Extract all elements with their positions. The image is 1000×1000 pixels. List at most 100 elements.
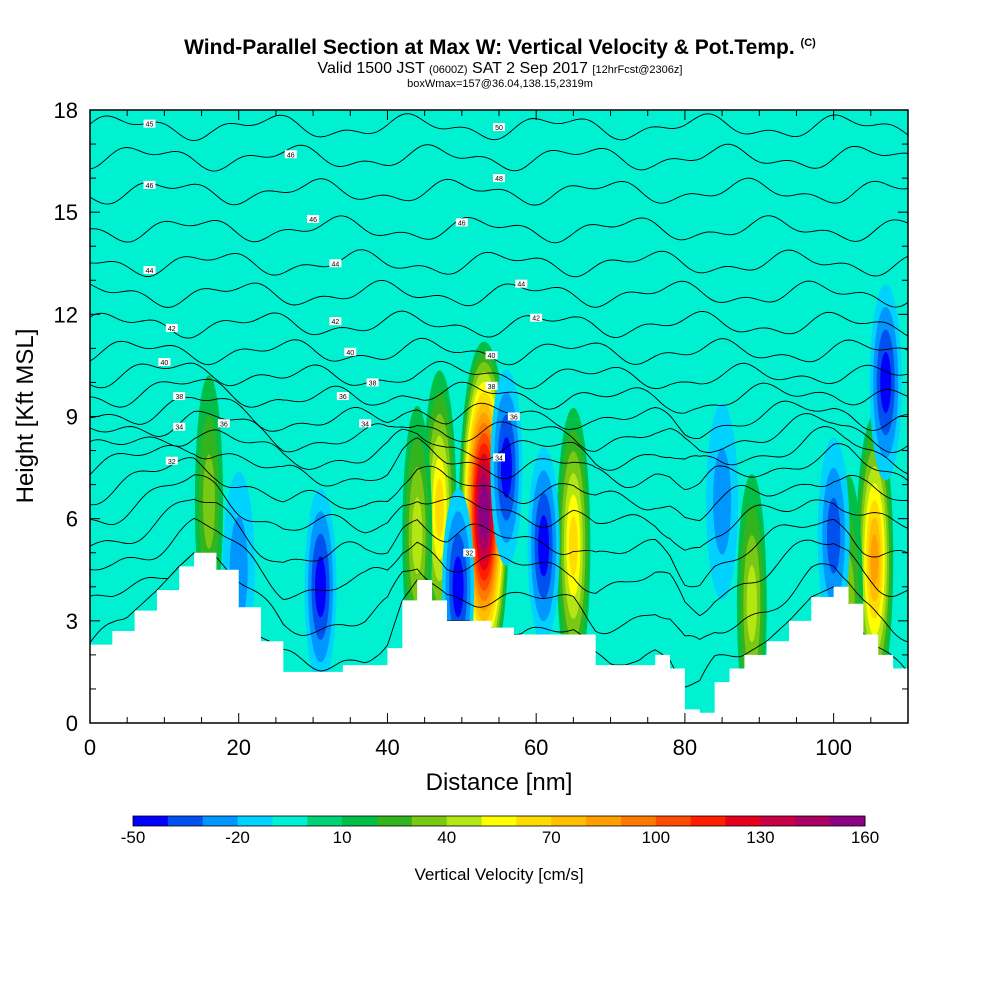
- isentrope-label: 40: [485, 351, 498, 360]
- colorbar-label: -50: [121, 828, 146, 847]
- isentrope-label: 36: [507, 412, 520, 422]
- y-tick-label: 6: [66, 507, 78, 532]
- isentrope-label: 46: [143, 180, 156, 190]
- isentrope-label: 45: [143, 119, 156, 129]
- y-tick-label: 15: [54, 200, 78, 225]
- isentrope-line: [90, 396, 908, 440]
- isentrope-label-text: 38: [369, 380, 377, 387]
- isentrope-label: 38: [173, 392, 186, 401]
- velocity-contour: [480, 493, 488, 530]
- colorbar-label: 100: [642, 828, 670, 847]
- isentrope-label-text: 38: [175, 394, 183, 401]
- isentrope-label-bg: [143, 266, 156, 275]
- colorbar-label: 130: [746, 828, 774, 847]
- isentrope-label: 34: [173, 422, 186, 432]
- x-tick-label: 80: [673, 735, 697, 760]
- isentrope-label-bg: [284, 150, 297, 159]
- velocity-contour: [713, 448, 732, 555]
- velocity-contour: [435, 478, 445, 539]
- isentrope-label-text: 38: [488, 384, 496, 391]
- velocity-contour: [538, 515, 550, 577]
- colorbar-swatch: [655, 816, 692, 826]
- isentrope-label-bg: [165, 323, 178, 332]
- isentrope-line: [90, 143, 908, 172]
- isentrope-label-text: 42: [332, 319, 340, 326]
- isentrope-label-bg: [493, 453, 505, 462]
- isentrope-label-bg: [493, 174, 505, 183]
- colorbar-label: 10: [333, 828, 352, 847]
- velocity-contour: [880, 351, 892, 413]
- isentrope-label-text: 44: [332, 261, 340, 268]
- valid-utc: (0600Z): [429, 64, 468, 76]
- colorbar-swatch: [795, 816, 831, 826]
- x-tick-label: 20: [226, 735, 250, 760]
- isentrope-line: [90, 113, 908, 142]
- isentrope-label-bg: [515, 279, 528, 288]
- isentrope-label-bg: [173, 392, 186, 401]
- isentrope-line: [90, 426, 908, 475]
- isentrope-label: 44: [143, 266, 156, 275]
- isentrope-line: [90, 552, 908, 643]
- isentrope-labels: 45 46 46 46 44 44 42 42 40 40 38 38 36 36 34 34 32 50 48 46…: [143, 119, 543, 558]
- isentrope-label-text: 40: [346, 350, 354, 357]
- velocity-cell: [527, 447, 560, 644]
- isentrope-label: 44: [329, 259, 342, 268]
- isentrope-label: 40: [158, 358, 171, 367]
- isentrope-label-bg: [344, 347, 357, 356]
- isentrope-label-text: 32: [465, 551, 473, 558]
- colorbar-swatch: [586, 816, 622, 826]
- isentrope-label-bg: [493, 123, 505, 132]
- colorbar-label: -20: [225, 828, 250, 847]
- isentrope-label-bg: [307, 214, 320, 223]
- isentrope-label: 36: [217, 419, 230, 428]
- colorbar-swatch: [690, 816, 727, 826]
- colorbar-frame: [132, 815, 866, 827]
- valid-time: Valid 1500 JST: [317, 60, 425, 77]
- velocity-cell: [706, 403, 739, 600]
- colorbar-swatch: [167, 816, 204, 826]
- isentrope-line: [90, 517, 908, 617]
- plot-area: 45 46 46 46 44 44 42 42 40 40 38 38 36 36 34 34 32 50 48 46…: [90, 110, 908, 723]
- isentrope-label-text: 42: [532, 316, 540, 323]
- isentrope-label-bg: [143, 180, 156, 189]
- isentrope-label: 42: [165, 323, 178, 333]
- isentrope-line: [90, 474, 908, 551]
- isentrope-label-bg: [366, 378, 379, 387]
- isentrope-label-text: 42: [168, 326, 176, 333]
- forecast-info: [12hrFcst@2306z]: [592, 64, 683, 76]
- isentrope-label-bg: [485, 351, 498, 360]
- colorbar-swatch: [307, 816, 343, 826]
- isentrope-label: 38: [366, 378, 379, 387]
- velocity-cell: [869, 284, 902, 481]
- isentrope-label: 42: [530, 313, 543, 323]
- y-axis-title: Height [Kft MSL]: [12, 329, 39, 504]
- isentrope-line: [90, 177, 908, 206]
- chart-subtitle-valid: Valid 1500 JST (0600Z) SAT 2 Sep 2017 [1…: [0, 60, 1000, 78]
- isentrope-label-text: 46: [146, 183, 154, 190]
- colorbar-swatch: [237, 816, 273, 826]
- isentrope-label: 32: [165, 456, 178, 466]
- isentrope-line: [90, 279, 908, 308]
- isentrope-label: 32: [463, 548, 476, 558]
- isentrope-label-bg: [530, 313, 543, 322]
- isentrope-label-text: 46: [309, 217, 317, 224]
- y-tick-label: 12: [54, 302, 78, 327]
- isentrope-label: 50: [493, 123, 505, 132]
- x-axis-title: Distance [nm]: [426, 769, 573, 796]
- velocity-contour: [500, 437, 512, 499]
- isentrope-label-bg: [165, 456, 178, 465]
- isentrope-label-bg: [329, 259, 342, 268]
- velocity-contour: [746, 565, 758, 643]
- velocity-contour: [412, 497, 423, 575]
- isentrope-label-text: 34: [175, 425, 183, 432]
- y-tick-label: 0: [66, 711, 78, 736]
- isentrope-label: 34: [493, 453, 505, 462]
- isentrope-label-text: 48: [495, 176, 503, 183]
- velocity-contour: [826, 497, 841, 574]
- isentrope-label: 46: [284, 150, 297, 159]
- isentrope-line: [90, 437, 908, 491]
- isentrope-label-text: 40: [160, 360, 168, 367]
- chart-title-text: Wind-Parallel Section at Max W: Vertical…: [184, 36, 795, 59]
- isentrope-label: 46: [455, 218, 468, 227]
